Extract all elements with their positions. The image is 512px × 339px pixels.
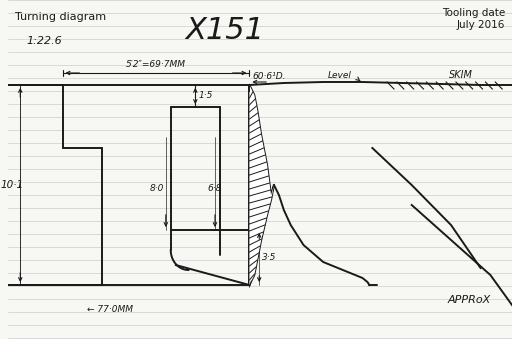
Text: 10·1: 10·1 [1,180,24,190]
Text: Tooling date
July 2016: Tooling date July 2016 [442,8,505,29]
Text: 6·8: 6·8 [208,184,222,193]
Text: 3·5: 3·5 [262,253,276,262]
Text: 1·5: 1·5 [198,92,212,100]
Text: 5′2″=69·7MM: 5′2″=69·7MM [126,60,186,69]
Text: Level: Level [328,71,352,80]
Polygon shape [249,85,274,285]
Text: X151: X151 [185,16,264,45]
Text: 60·6¹D.: 60·6¹D. [252,72,286,81]
Text: APPRoX: APPRoX [447,295,490,305]
Text: 8·0: 8·0 [150,184,164,193]
Text: 1:22.6: 1:22.6 [26,36,62,46]
Text: ← 77·0MM: ← 77·0MM [87,305,133,315]
Text: Turning diagram: Turning diagram [15,12,106,22]
Text: SKIM: SKIM [449,70,473,80]
